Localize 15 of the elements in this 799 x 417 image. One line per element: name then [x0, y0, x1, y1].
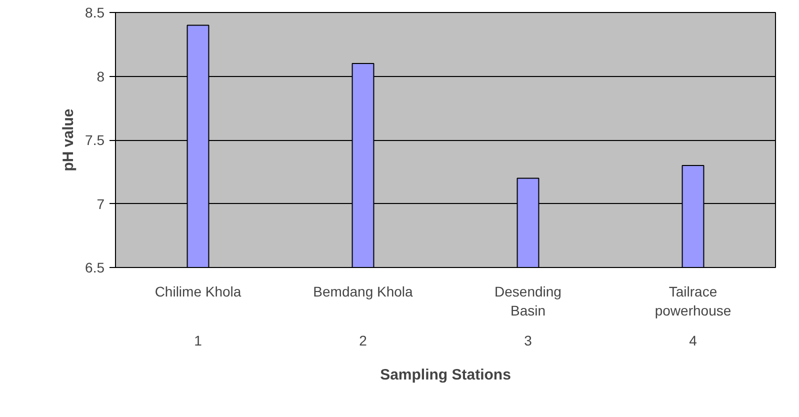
y-tick-label: 6.5	[85, 260, 105, 276]
x-tick-label: Tailrace powerhouse	[654, 284, 732, 319]
x-tick-label: Desending Basin	[494, 284, 562, 319]
text: 1	[194, 332, 202, 348]
y-tick-label: 8	[96, 68, 105, 84]
x-axis-title: Sampling Stations	[380, 366, 511, 384]
y-tick-label: 7.5	[85, 132, 105, 148]
text: 3	[524, 332, 532, 348]
y-tick-label: 8.5	[85, 4, 105, 20]
x-tick-label: Chilime Khola	[154, 284, 242, 300]
text: 2	[359, 332, 368, 348]
y-tick-label: 7	[96, 196, 105, 212]
y-axis-title: pH value	[60, 108, 78, 172]
x-tick-label: Bemdang Khola	[313, 284, 414, 300]
text: 4	[689, 332, 698, 348]
